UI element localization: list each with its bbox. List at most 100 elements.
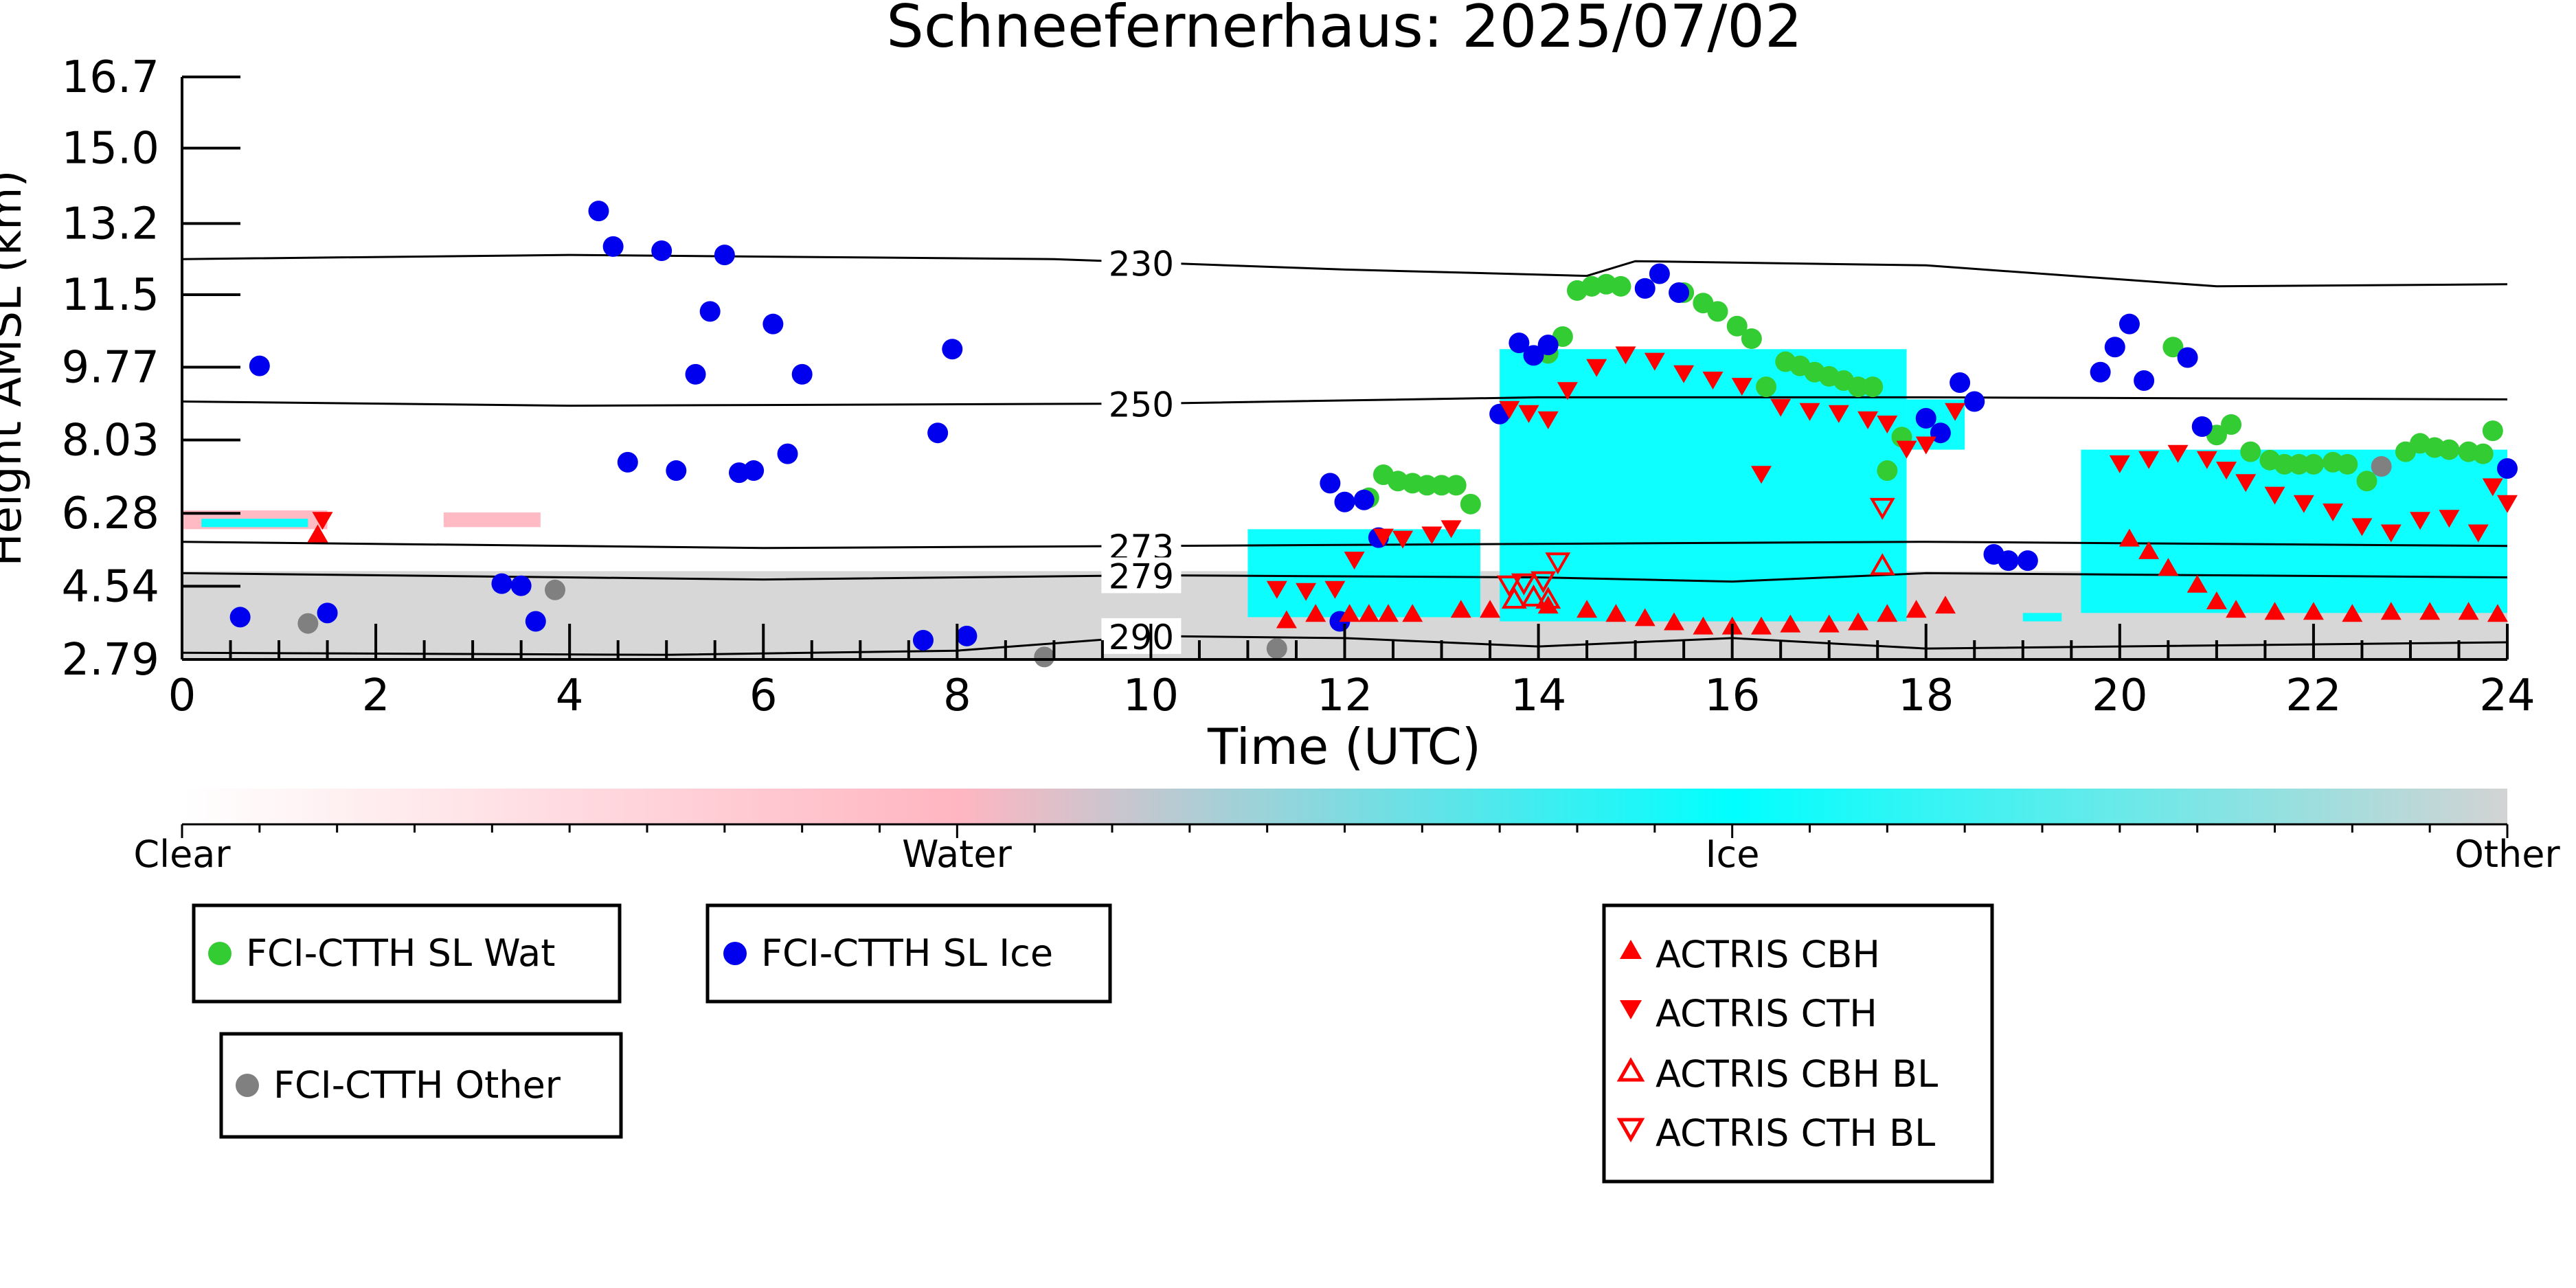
legend-label-other: FCI-CTTH Other <box>273 1063 561 1107</box>
point-fci-ctth-sl-wat <box>2472 443 2494 464</box>
point-actris-cbh <box>1693 616 1714 635</box>
point-actris-cbh <box>2303 602 2324 620</box>
point-actris-cth <box>1799 403 1820 421</box>
x-tick-label: 6 <box>749 670 778 721</box>
point-fci-ctth-sl-ice <box>777 443 798 464</box>
point-actris-cbh-bl <box>1521 584 1546 607</box>
point-actris-cbh <box>2380 602 2402 620</box>
point-actris-cth <box>1644 352 1665 371</box>
point-actris-cbh <box>1664 612 1684 631</box>
retrieval-markers <box>229 201 2518 668</box>
phase-region-ice <box>2022 613 2062 622</box>
y-tick-label: 11.5 <box>62 270 160 321</box>
point-fci-ctth-sl-ice <box>1509 332 1530 354</box>
point-actris-cbh <box>1537 596 1559 614</box>
point-actris-cth <box>2138 451 2160 469</box>
point-fci-ctth-sl-wat <box>2240 441 2261 462</box>
point-fci-ctth-sl-ice <box>1950 372 1971 394</box>
legend-box-actris: ACTRIS CBH ACTRIS CTH ACTRIS CBH BL ACTR… <box>1602 903 1994 1184</box>
contour-label-bg <box>1101 245 1182 281</box>
legend-label-cth: ACTRIS CTH <box>1656 992 1877 1035</box>
point-fci-ctth-sl-ice <box>651 240 673 261</box>
point-actris-cth <box>1518 405 1539 423</box>
point-actris-cth <box>2196 451 2217 469</box>
x-tick-label: 16 <box>1704 670 1760 721</box>
point-actris-cth-bl <box>1496 575 1522 598</box>
point-fci-ctth-sl-ice <box>912 629 934 651</box>
point-actris-cbh-bl <box>1869 553 1895 576</box>
point-actris-cth <box>1499 400 1520 419</box>
point-actris-cbh <box>1935 596 1956 614</box>
point-actris-cth <box>1344 552 1365 570</box>
point-actris-cbh <box>1751 616 1772 635</box>
point-fci-ctth-other <box>1034 646 1055 668</box>
point-fci-ctth-sl-ice <box>1634 278 1656 299</box>
x-tick-label: 20 <box>2092 670 2147 721</box>
contour-label-250: 250 <box>1109 385 1174 425</box>
point-actris-cth-bl <box>1511 573 1537 596</box>
y-tick-label: 15.0 <box>62 124 160 174</box>
contour-label-bg <box>1101 385 1182 422</box>
point-fci-ctth-sl-ice <box>1964 391 1985 412</box>
point-actris-cth <box>2380 524 2402 543</box>
point-fci-ctth-sl-ice <box>602 236 624 257</box>
point-fci-ctth-sl-ice <box>1669 282 1690 303</box>
x-tick-label: 22 <box>2285 670 2341 721</box>
point-fci-ctth-sl-ice <box>588 201 609 222</box>
phase-region-ice <box>1247 529 1480 618</box>
point-fci-ctth-sl-wat <box>2162 337 2184 358</box>
y-tick-label: 8.03 <box>62 416 160 466</box>
point-fci-ctth-sl-ice <box>317 602 338 624</box>
point-actris-cth <box>2482 478 2503 497</box>
point-fci-ctth-sl-wat <box>2439 439 2460 460</box>
contour-279 <box>182 572 2507 583</box>
point-fci-ctth-sl-ice <box>2134 370 2155 391</box>
point-fci-ctth-sl-ice <box>2191 416 2213 438</box>
point-actris-cbh <box>1276 610 1297 629</box>
point-fci-ctth-sl-wat <box>1445 475 1467 496</box>
point-fci-ctth-sl-wat <box>1707 301 1728 322</box>
point-actris-cth-bl <box>1869 497 1895 520</box>
point-actris-cbh <box>2264 602 2285 620</box>
point-fci-ctth-sl-ice <box>1320 473 1341 494</box>
point-fci-ctth-sl-wat <box>2482 420 2503 442</box>
contour-250 <box>182 396 2507 407</box>
x-axis-label: Time (UTC) <box>1207 718 1481 776</box>
y-tick-label: 2.79 <box>62 635 160 686</box>
point-fci-ctth-sl-ice <box>1523 345 1544 366</box>
point-actris-cbh <box>1305 604 1326 622</box>
point-actris-cbh <box>2487 604 2508 622</box>
x-tick-label: 4 <box>556 670 584 721</box>
legend-label-wat: FCI-CTTH SL Wat <box>246 931 555 975</box>
y-axis-ticks: 2.79 4.54 6.28 8.03 9.77 11.5 13.2 15.0 16.7 <box>62 52 240 686</box>
point-fci-ctth-sl-ice <box>1915 407 1936 429</box>
point-actris-cbh <box>2119 528 2140 547</box>
point-fci-ctth-sl-wat <box>2356 471 2377 492</box>
point-actris-cbh <box>2158 558 2179 576</box>
point-actris-cth <box>1731 378 1752 396</box>
point-fci-ctth-sl-ice <box>762 313 784 335</box>
x-tick-label: 0 <box>168 670 196 721</box>
point-fci-ctth-sl-ice <box>1353 489 1375 510</box>
point-actris-cth <box>1392 530 1414 549</box>
contour-230 <box>182 253 2507 288</box>
y-tick-label: 4.54 <box>62 561 160 612</box>
point-fci-ctth-sl-wat <box>1741 328 1762 350</box>
point-actris-cth <box>1945 403 1966 421</box>
point-actris-cth <box>1828 405 1849 423</box>
point-actris-cth-bl <box>1545 552 1571 575</box>
point-actris-cbh <box>2458 602 2479 620</box>
y-tick-label: 16.7 <box>62 52 160 103</box>
point-fci-ctth-sl-wat <box>1610 275 1631 297</box>
point-actris-cbh <box>1402 604 1423 622</box>
point-actris-cth <box>2264 486 2285 505</box>
point-fci-ctth-sl-ice <box>927 422 949 444</box>
y-axis-label: Height AMSL (km) <box>0 170 32 567</box>
point-fci-ctth-sl-ice <box>743 460 765 482</box>
legend-label-ice: FCI-CTTH SL Ice <box>761 931 1053 975</box>
legend-marker-wat <box>208 942 231 965</box>
x-tick-label: 24 <box>2479 670 2535 721</box>
x-tick-label: 2 <box>362 670 390 721</box>
point-actris-cbh <box>1848 612 1868 631</box>
